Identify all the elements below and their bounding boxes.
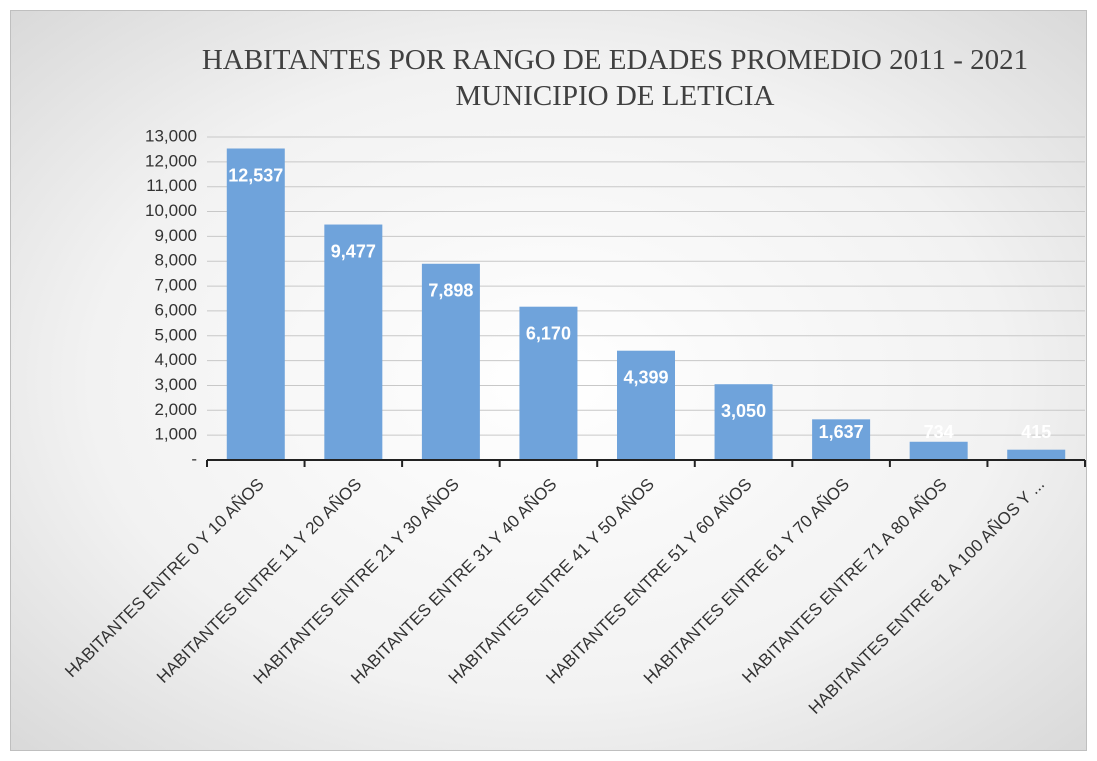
x-tick-label: HABITANTES ENTRE 41 Y 50 AÑOS	[445, 475, 658, 688]
x-tick-label: HABITANTES ENTRE 71 A 80 AÑOS	[738, 475, 950, 687]
bar	[421, 263, 480, 460]
bar	[909, 441, 968, 460]
y-tick-label: 10,000	[145, 201, 197, 220]
data-label: 1,637	[819, 422, 864, 442]
y-tick-label: 2,000	[154, 400, 197, 419]
bar	[1007, 449, 1066, 460]
data-label: 9,477	[331, 241, 376, 261]
y-tick-label: -	[191, 449, 197, 468]
x-tick-label: HABITANTES ENTRE 11 Y 20 AÑOS	[153, 475, 365, 687]
x-tick-label: HABITANTES ENTRE 61 Y 70 AÑOS	[640, 475, 853, 688]
data-label: 12,537	[228, 165, 283, 185]
data-label: 6,170	[526, 323, 571, 343]
data-label: 4,399	[623, 367, 668, 387]
bar	[324, 224, 383, 460]
y-tick-label: 11,000	[146, 176, 197, 195]
chart-title: HABITANTES POR RANGO DE EDADES PROMEDIO …	[201, 44, 1029, 112]
data-label: 3,050	[721, 401, 766, 421]
x-tick-label: HABITANTES ENTRE 51 Y 60 AÑOS	[542, 475, 755, 688]
bar	[519, 306, 578, 460]
bar	[812, 419, 871, 460]
y-tick-label: 6,000	[154, 300, 197, 319]
x-tick-label: HABITANTES ENTRE 21 Y 30 AÑOS	[250, 475, 463, 688]
y-tick-label: 12,000	[145, 151, 197, 170]
data-label: 7,898	[428, 281, 473, 301]
data-label: 734	[924, 422, 954, 442]
bar	[226, 148, 285, 460]
bar	[617, 350, 675, 460]
bar	[714, 384, 773, 460]
y-tick-label: 4,000	[154, 350, 197, 369]
y-tick-label: 5,000	[154, 325, 197, 344]
x-tick-label: HABITANTES ENTRE 0 Y 10 AÑOS	[61, 475, 268, 682]
x-tick-label: HABITANTES ENTRE 31 Y 40 AÑOS	[347, 475, 560, 688]
data-label: 415	[1021, 422, 1051, 442]
y-tick-label: 7,000	[154, 276, 197, 295]
y-tick-label: 1,000	[154, 425, 197, 444]
y-tick-label: 13,000	[145, 126, 197, 145]
y-tick-label: 3,000	[154, 375, 197, 394]
y-tick-label: 9,000	[154, 226, 197, 245]
y-tick-label: 8,000	[154, 251, 197, 270]
